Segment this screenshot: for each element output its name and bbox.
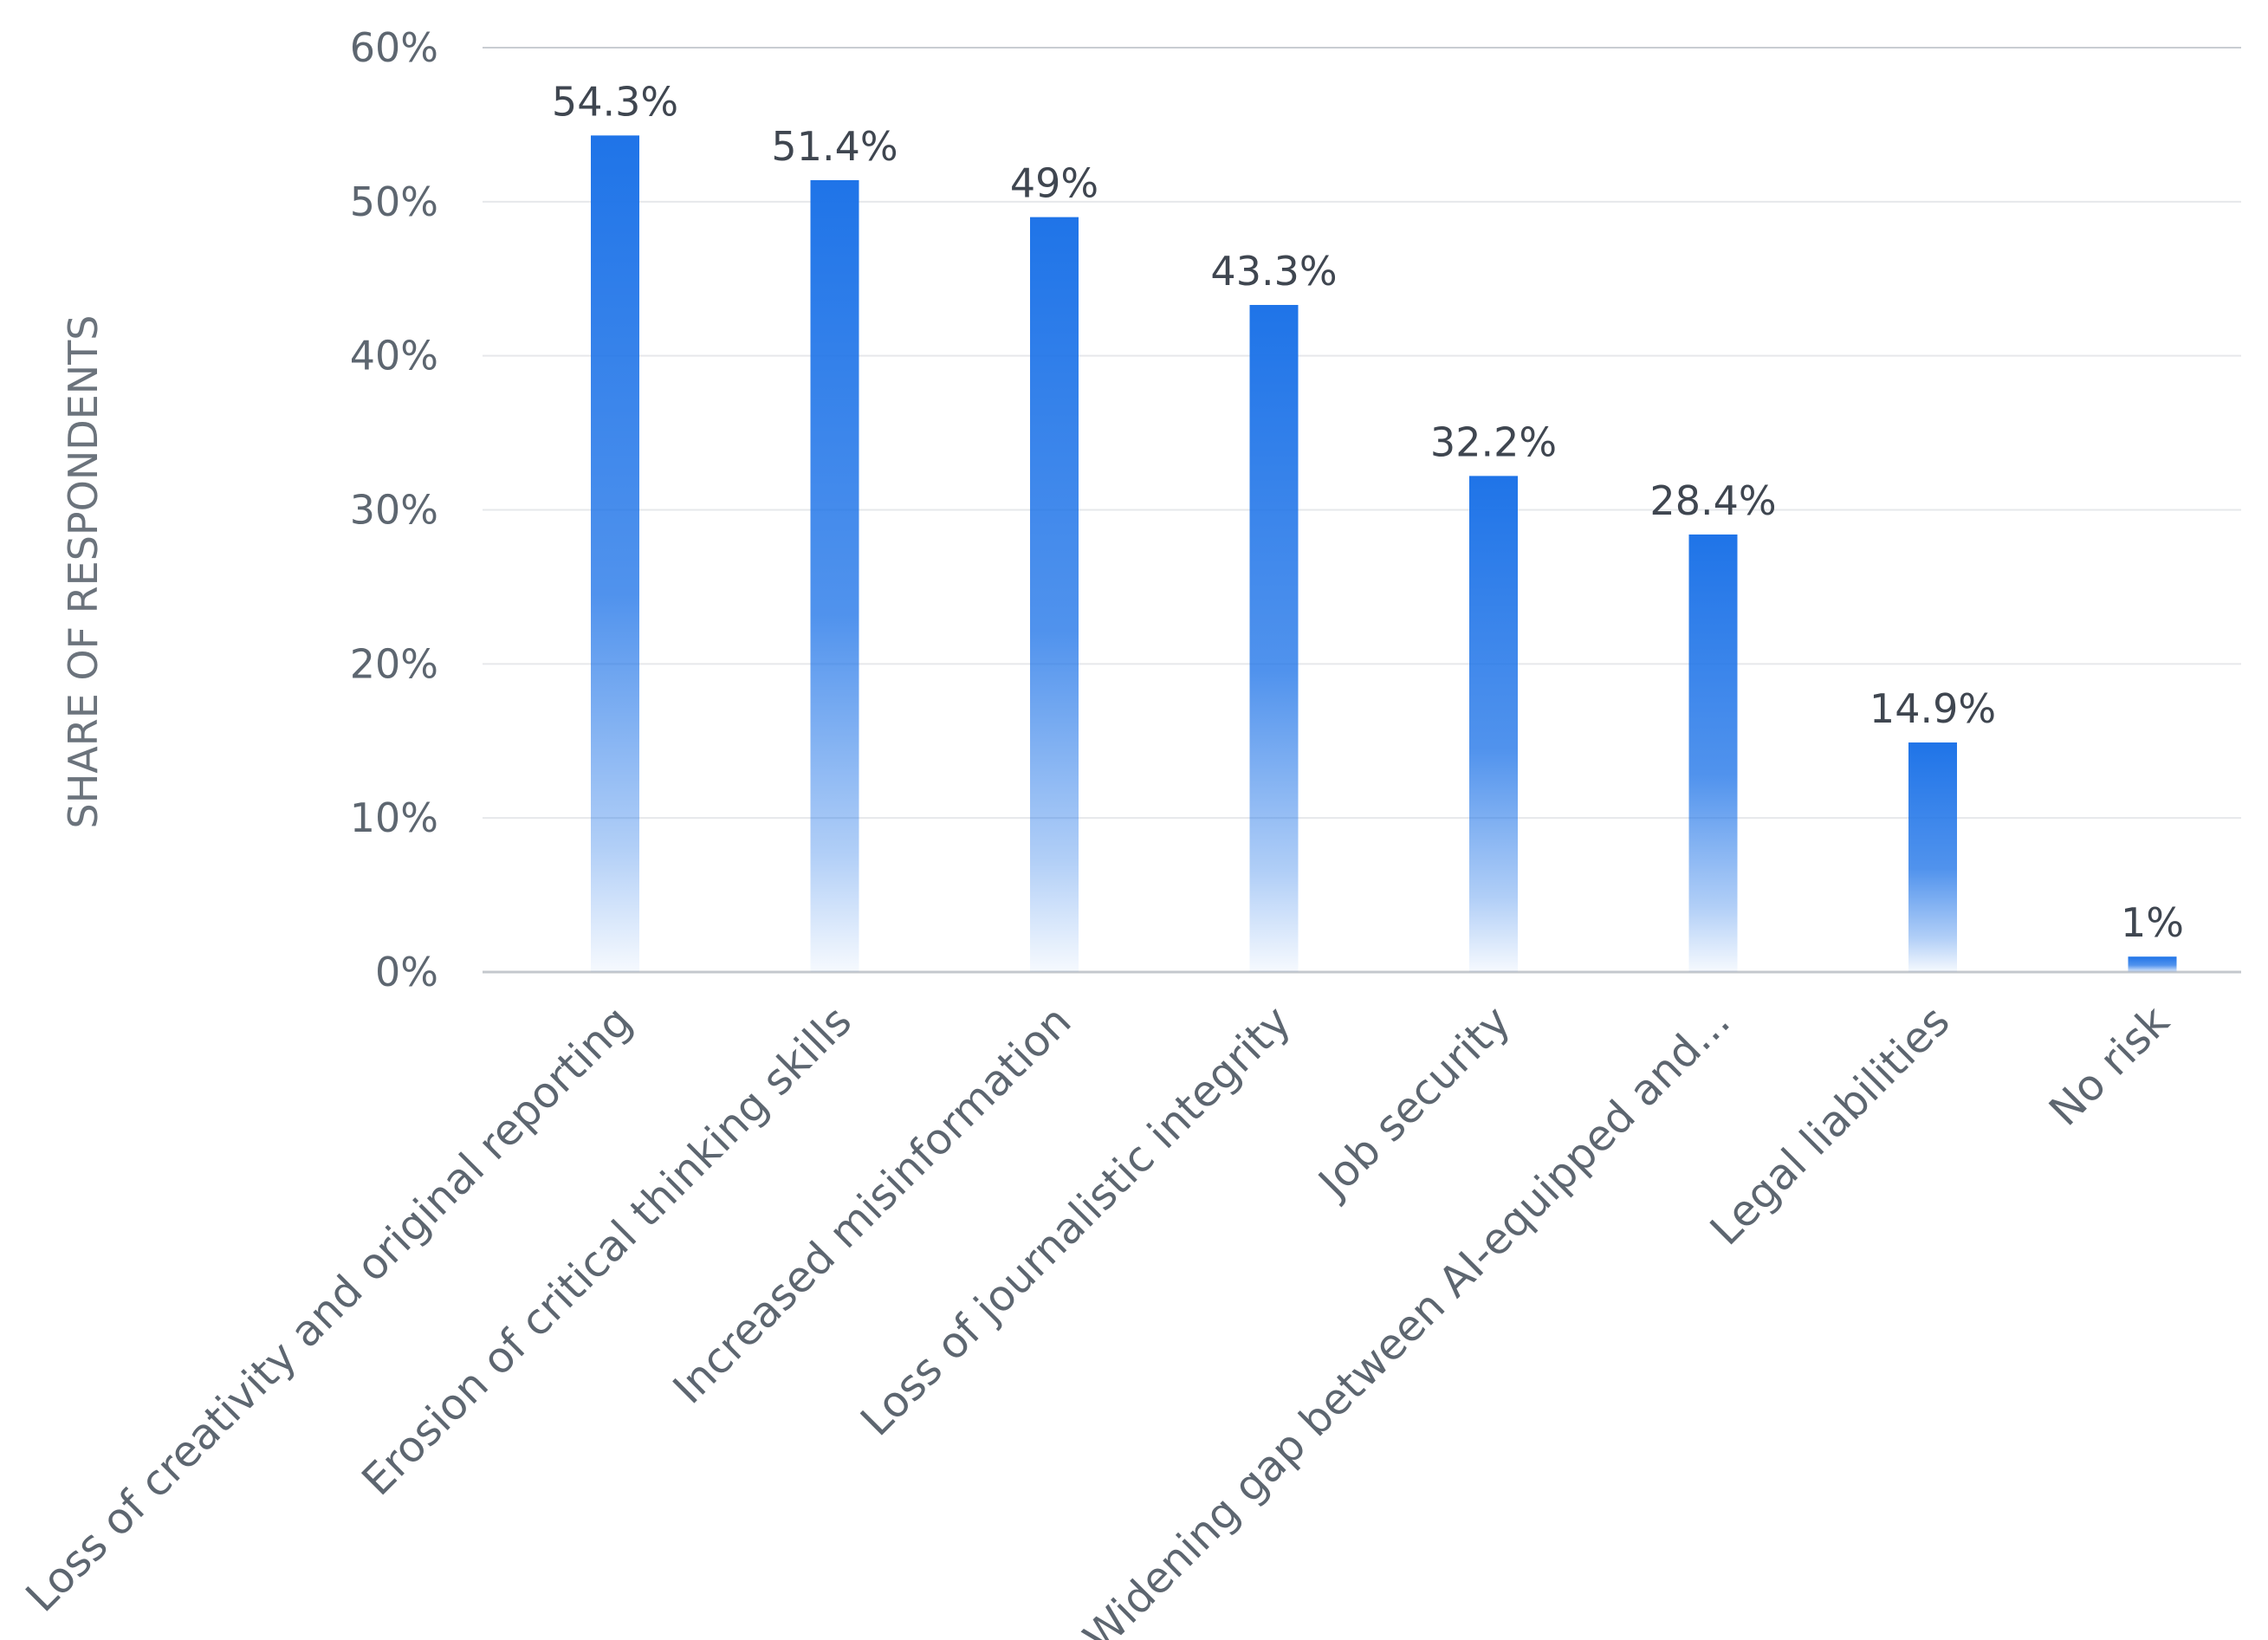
value-labels: 54.3% 51.4% 49% 43.3% 32.2% 28.4% 14.9% 1%	[552, 78, 2184, 946]
bar	[1249, 304, 1299, 972]
data-label: 32.2%	[1430, 418, 1557, 465]
bar	[2128, 956, 2177, 972]
bar	[1908, 742, 1957, 972]
data-label: 1%	[2121, 899, 2184, 946]
x-tick-label: No risk	[2040, 996, 2180, 1136]
bar	[1030, 217, 1079, 972]
y-axis-title: SHARE OF RESPONDENTS	[60, 315, 107, 829]
y-tick-label: 60%	[350, 24, 438, 71]
x-tick-label: Increased misinformation	[664, 996, 1080, 1413]
data-label: 51.4%	[771, 123, 897, 170]
x-tick-label: Loss of journalistic integrity	[852, 996, 1300, 1445]
y-axis-ticks: 0% 10% 20% 30% 40% 50% 60%	[350, 24, 438, 995]
bar	[1688, 534, 1738, 972]
y-tick-label: 50%	[350, 178, 438, 225]
bar	[591, 135, 639, 973]
x-tick-label: Job security	[1307, 996, 1520, 1209]
y-tick-label: 40%	[350, 333, 438, 379]
data-label: 43.3%	[1210, 248, 1337, 295]
bar	[1469, 476, 1518, 972]
bar	[810, 179, 859, 973]
x-tick-label: Erosion of critical thinking skills	[353, 996, 861, 1505]
bars	[591, 135, 2177, 973]
y-tick-label: 10%	[350, 794, 438, 841]
x-tick-label: Legal liabilities	[1701, 996, 1959, 1254]
y-tick-label: 30%	[350, 487, 438, 534]
data-label: 14.9%	[1869, 685, 1996, 732]
data-label: 49%	[1010, 160, 1098, 207]
y-tick-label: 0%	[375, 949, 438, 995]
category-labels: Loss of creativity and original reportin…	[16, 996, 2179, 1640]
data-label: 54.3%	[552, 78, 678, 125]
gridlines	[483, 47, 2241, 974]
data-label: 28.4%	[1649, 477, 1776, 524]
y-tick-label: 20%	[350, 640, 438, 687]
